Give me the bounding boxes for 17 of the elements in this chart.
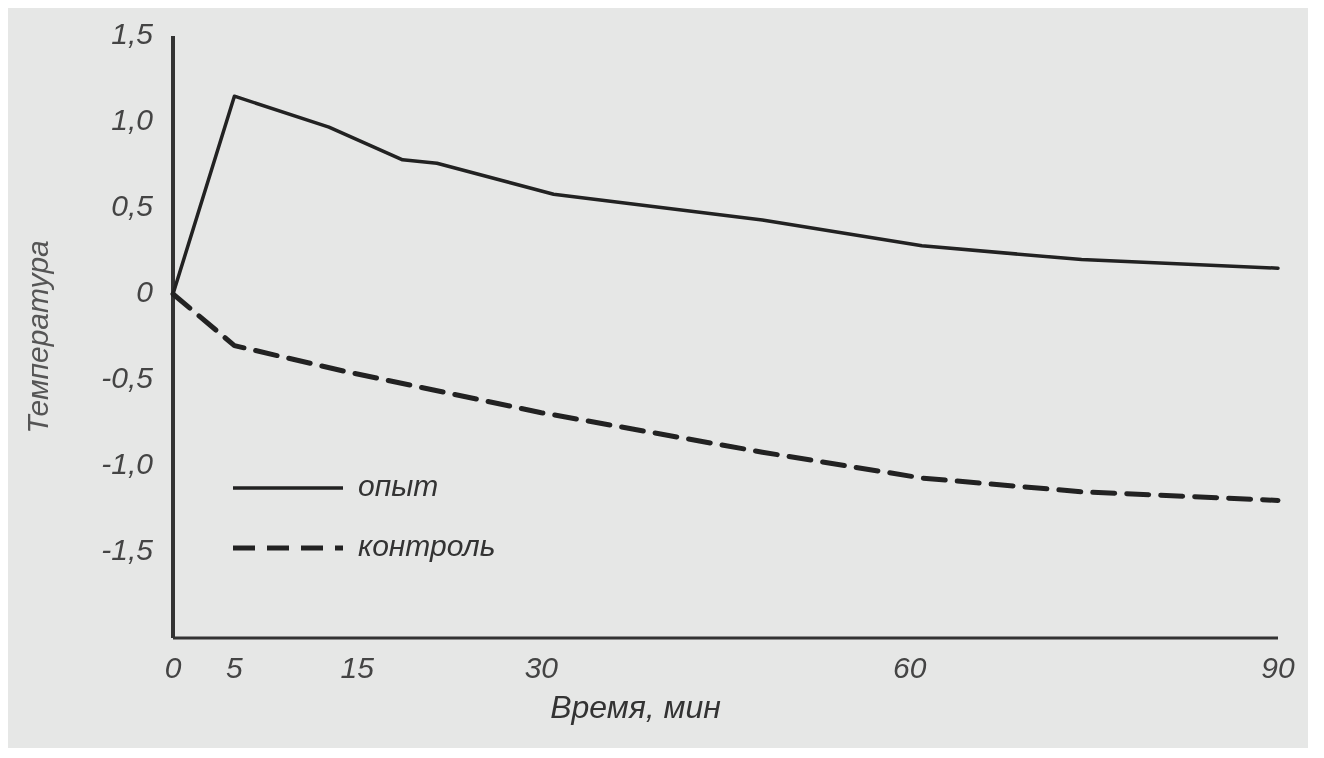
x-tick-label: 15	[340, 651, 375, 684]
x-tick-label: 30	[524, 651, 559, 684]
x-tick-label: 5	[226, 651, 244, 684]
y-tick-label: 0	[136, 274, 154, 308]
y-tick-label: 1,0	[111, 102, 154, 136]
y-tick-label: -1,5	[101, 532, 154, 566]
x-tick-label: 60	[892, 651, 927, 684]
x-tick-label: 90	[1261, 651, 1295, 684]
y-axis-title: Температура	[21, 240, 54, 434]
x-tick-label: 0	[164, 651, 182, 684]
y-tick-label: 0,5	[111, 188, 154, 222]
y-tick-label: 1,5	[111, 16, 154, 50]
legend-label: опыт	[358, 468, 439, 502]
y-tick-label: -1,0	[101, 446, 154, 480]
x-axis-title: Время, мин	[550, 689, 721, 725]
legend-label: контроль	[358, 528, 496, 562]
y-tick-label: -0,5	[101, 360, 154, 394]
